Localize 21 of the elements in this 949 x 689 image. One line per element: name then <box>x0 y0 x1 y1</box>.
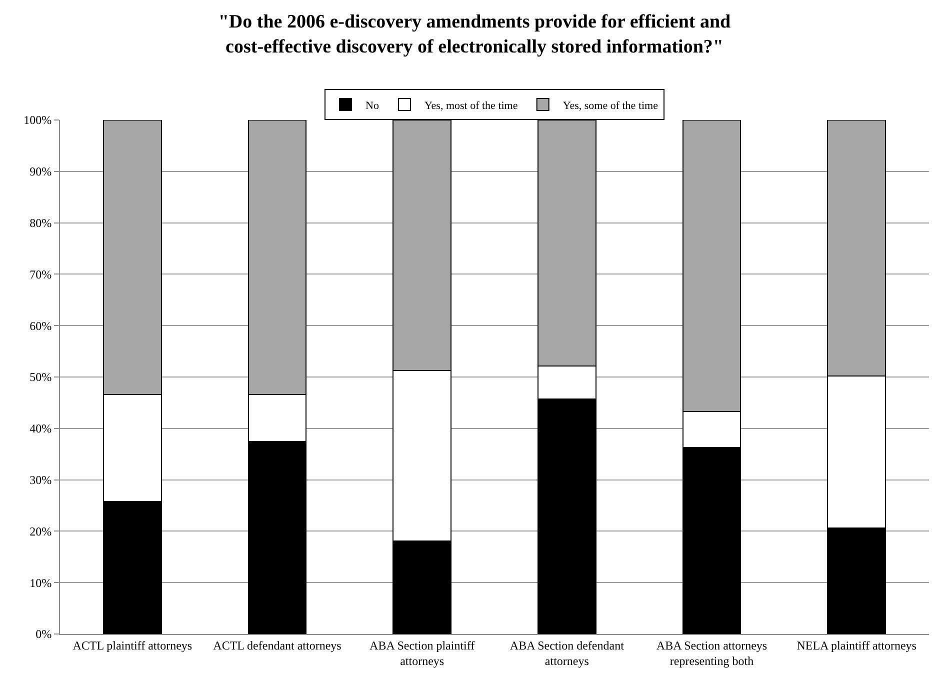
y-tick-label: 50% <box>30 370 52 384</box>
y-tick-label: 10% <box>30 576 52 590</box>
x-tick-label: ABA Section defendant attorneys <box>510 638 625 668</box>
x-tick-label: ACTL plaintiff attorneys <box>72 638 192 652</box>
legend-label: Yes, most of the time <box>424 100 518 112</box>
y-tick-label: 70% <box>30 267 52 282</box>
y-tick-label: 60% <box>30 318 52 333</box>
x-tick-label: NELA plaintiff attorneys <box>796 638 917 652</box>
legend-label: Yes, some of the time <box>562 100 658 112</box>
y-tick-label: 100% <box>24 113 52 128</box>
y-tick-label: 0% <box>36 627 52 642</box>
x-tick-label: ABA Section plaintiff attorneys <box>370 638 475 668</box>
y-tick-label: 20% <box>30 524 52 538</box>
y-tick-label: 90% <box>30 164 52 179</box>
chart-title: "Do the 2006 e-discovery amendments provide for efficient and cost-effective discovery of electronically stored information?" <box>218 12 732 58</box>
x-tick-label: ACTL defendant attorneys <box>213 638 342 652</box>
y-tick-label: 80% <box>30 216 52 230</box>
y-tick-label: 30% <box>30 473 52 487</box>
legend-label: No <box>366 100 380 112</box>
y-tick-label: 40% <box>30 422 52 436</box>
x-tick-label: ABA Section attorneys representing both <box>656 638 768 668</box>
